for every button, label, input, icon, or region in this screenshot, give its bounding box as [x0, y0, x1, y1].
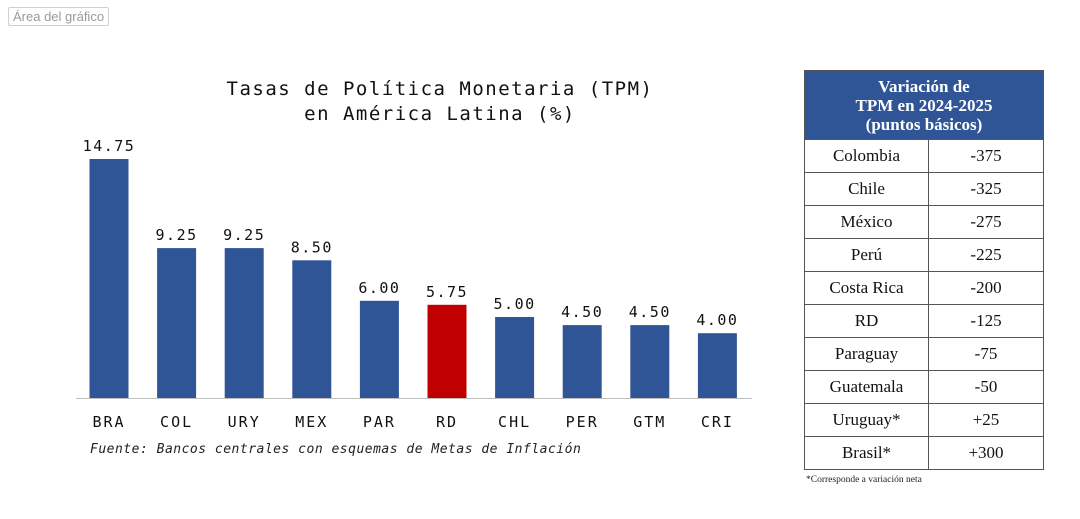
table-cell-country: México [804, 205, 929, 239]
bar-par [359, 300, 399, 398]
table-cell-value: -325 [928, 172, 1044, 206]
bar-per [562, 325, 602, 398]
table-row: Guatemala -50 [804, 370, 1044, 404]
data-label-rd: 5.75 [426, 283, 468, 301]
bar-chart: Tasas de Política Monetaria (TPM) en Amé… [76, 78, 752, 457]
x-tick-rd: RD [436, 413, 458, 431]
chart-title-line-2: en América Latina (%) [304, 103, 576, 125]
table-row: Brasil* +300 [804, 436, 1044, 470]
bar-col [157, 248, 197, 398]
table-cell-country: Perú [804, 238, 929, 272]
table-cell-value: -125 [928, 304, 1044, 338]
table-cell-value: -50 [928, 370, 1044, 404]
bar-bra [89, 159, 129, 398]
x-tick-chl: CHL [498, 413, 531, 431]
bar-gtm [630, 325, 670, 398]
table-cell-value: -275 [928, 205, 1044, 239]
data-label-col: 9.25 [156, 226, 198, 244]
data-label-gtm: 4.50 [629, 303, 671, 321]
tpm-variation-table: Variación de TPM en 2024-2025 (puntos bási… [804, 70, 1044, 470]
x-tick-ury: URY [228, 413, 261, 431]
table-cell-country: Brasil* [804, 436, 929, 470]
x-tick-per: PER [566, 413, 599, 431]
bar-rd [427, 304, 467, 398]
data-label-ury: 9.25 [223, 226, 265, 244]
table-cell-value: -375 [928, 139, 1044, 173]
table-row: Perú -225 [804, 238, 1044, 272]
bar-cri [697, 333, 737, 398]
table-header: Variación de TPM en 2024-2025 (puntos bási… [804, 70, 1044, 140]
table-cell-value: -225 [928, 238, 1044, 272]
data-label-chl: 5.00 [494, 295, 536, 313]
table-row: RD -125 [804, 304, 1044, 338]
table-row: Chile -325 [804, 172, 1044, 206]
table-row: Uruguay* +25 [804, 403, 1044, 437]
x-tick-col: COL [160, 413, 193, 431]
data-label-par: 6.00 [358, 279, 400, 297]
table-row: México -275 [804, 205, 1044, 239]
table-cell-country: Colombia [804, 139, 929, 173]
table-cell-value: +300 [928, 436, 1044, 470]
bar-ury [224, 248, 264, 398]
table-cell-country: Chile [804, 172, 929, 206]
table-cell-country: Costa Rica [804, 271, 929, 305]
x-tick-cri: CRI [701, 413, 734, 431]
bar-chl [495, 317, 535, 398]
data-label-bra: 14.75 [83, 137, 136, 155]
x-tick-gtm: GTM [633, 413, 666, 431]
data-label-mex: 8.50 [291, 238, 333, 256]
table-cell-country: RD [804, 304, 929, 338]
x-tick-bra: BRA [92, 413, 125, 431]
bar-mex [292, 260, 332, 398]
table-cell-country: Paraguay [804, 337, 929, 371]
data-label-per: 4.50 [561, 303, 603, 321]
chart-title-line-1: Tasas de Política Monetaria (TPM) [227, 78, 654, 100]
table-cell-value: +25 [928, 403, 1044, 437]
table-row: Costa Rica -200 [804, 271, 1044, 305]
x-tick-par: PAR [363, 413, 396, 431]
chart-area-label[interactable]: Área del gráfico [8, 7, 110, 26]
x-tick-mex: MEX [295, 413, 328, 431]
table-cell-value: -75 [928, 337, 1044, 371]
table-cell-country: Guatemala [804, 370, 929, 404]
table-note: *Corresponde a variación neta [806, 475, 922, 485]
table-row: Paraguay -75 [804, 337, 1044, 371]
chart-source: Fuente: Bancos centrales con esquemas de… [90, 442, 581, 457]
table-cell-country: Uruguay* [804, 403, 929, 437]
table-cell-value: -200 [928, 271, 1044, 305]
bars-group: 14.75 BRA 9.25 COL 9.25 URY 8.50 MEX 6.00 PAR 5.75… [83, 137, 738, 431]
table-row: Colombia -375 [804, 139, 1044, 173]
data-label-cri: 4.00 [696, 311, 738, 329]
